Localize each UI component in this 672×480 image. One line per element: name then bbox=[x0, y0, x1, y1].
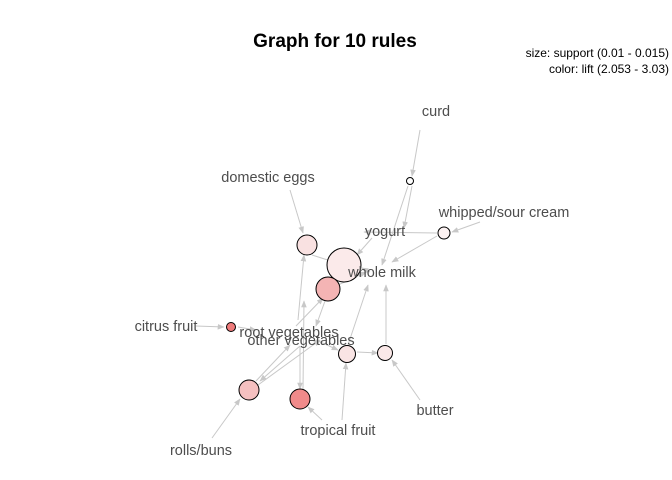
item-label-butter: butter bbox=[416, 403, 453, 419]
edge-6 bbox=[363, 229, 438, 235]
edge-7 bbox=[391, 235, 438, 263]
edge-12 bbox=[315, 300, 326, 327]
edge-15 bbox=[297, 254, 307, 321]
item-label-yogurt: yogurt bbox=[365, 224, 405, 240]
edge-16 bbox=[295, 297, 324, 327]
edge-25 bbox=[211, 398, 241, 439]
legend-color: color: lift (2.053 - 3.03) bbox=[549, 62, 669, 76]
item-label-tropical-fruit: tropical fruit bbox=[301, 423, 376, 439]
rule-node-r2 bbox=[326, 247, 362, 283]
rule-node-r10 bbox=[289, 388, 311, 410]
rule-node-r5 bbox=[406, 177, 414, 185]
rule-node-r6 bbox=[226, 322, 236, 332]
rule-node-layer bbox=[226, 177, 451, 410]
edge-28 bbox=[259, 345, 301, 382]
edge-9 bbox=[361, 267, 371, 274]
item-label-other-vegetables: other vegetables bbox=[247, 333, 354, 349]
edge-layer bbox=[195, 129, 481, 439]
item-label-root-vegetables: root vegetables bbox=[239, 325, 338, 341]
graph-title: Graph for 10 rules bbox=[253, 31, 417, 52]
item-label-layer: curd domestic eggs whipped/sour cream yogur… bbox=[135, 104, 570, 459]
rule-node-r8 bbox=[377, 345, 393, 361]
edge-5 bbox=[451, 221, 481, 233]
edge-19 bbox=[356, 349, 379, 356]
rule-node-r3 bbox=[315, 276, 341, 302]
edge-22 bbox=[391, 359, 421, 401]
edge-20 bbox=[347, 284, 369, 346]
item-label-whole-milk: whole milk bbox=[347, 265, 416, 281]
item-label-domestic-eggs: domestic eggs bbox=[221, 170, 315, 186]
rule-node-r7 bbox=[338, 345, 356, 363]
edge-4 bbox=[289, 189, 304, 234]
edge-3 bbox=[381, 185, 409, 266]
edge-13 bbox=[195, 323, 225, 330]
edge-14 bbox=[237, 326, 257, 332]
rule-node-r4 bbox=[437, 226, 451, 240]
item-label-curd: curd bbox=[422, 104, 450, 120]
edge-1 bbox=[410, 129, 421, 177]
edge-27 bbox=[257, 339, 321, 386]
edge-23 bbox=[341, 362, 349, 421]
legend-size: size: support (0.01 - 0.015) bbox=[526, 46, 669, 60]
rule-node-r1 bbox=[296, 234, 318, 256]
item-label-whipped-sour-cream: whipped/sour cream bbox=[438, 205, 570, 221]
edge-8 bbox=[356, 237, 373, 256]
item-label-rolls-buns: rolls/buns bbox=[170, 443, 232, 459]
edge-29 bbox=[301, 300, 307, 390]
edge-26 bbox=[255, 344, 291, 382]
rule-node-r9 bbox=[238, 379, 260, 401]
item-label-citrus-fruit: citrus fruit bbox=[135, 319, 198, 335]
edge-2 bbox=[402, 185, 413, 229]
edge-24 bbox=[307, 406, 323, 421]
